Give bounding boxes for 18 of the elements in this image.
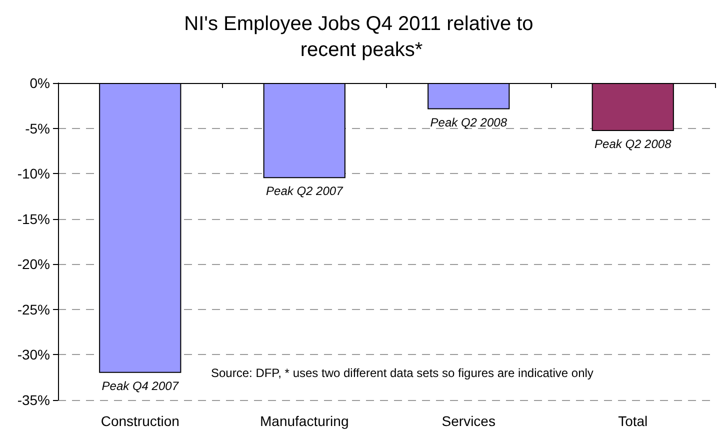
x-tick-label: Services [442, 413, 496, 429]
annotation: Source: DFP, * uses two different data sets so figures are indicative only [211, 366, 594, 380]
x-tick-label: Manufacturing [260, 413, 349, 429]
annotation: Peak Q2 2008 [430, 115, 508, 130]
y-tick-label: 0% [30, 75, 50, 91]
x-tick-label: Total [618, 413, 648, 429]
y-tick-label: -35% [17, 392, 50, 408]
annotation: Peak Q2 2008 [594, 137, 672, 152]
annotation: Peak Q4 2007 [102, 378, 180, 393]
y-tick-label: -20% [17, 256, 50, 272]
y-tick-label: -5% [25, 120, 50, 136]
chart-title: NI's Employee Jobs Q4 2011 relative to recent peaks* [184, 13, 539, 61]
y-tick-label: -10% [17, 166, 50, 182]
annotation: Peak Q2 2007 [266, 184, 344, 198]
x-tick-label: Construction [100, 413, 180, 429]
y-tick-label: -30% [17, 346, 50, 363]
y-tick-label: -15% [17, 210, 50, 227]
y-tick-label: -25% [17, 301, 50, 318]
